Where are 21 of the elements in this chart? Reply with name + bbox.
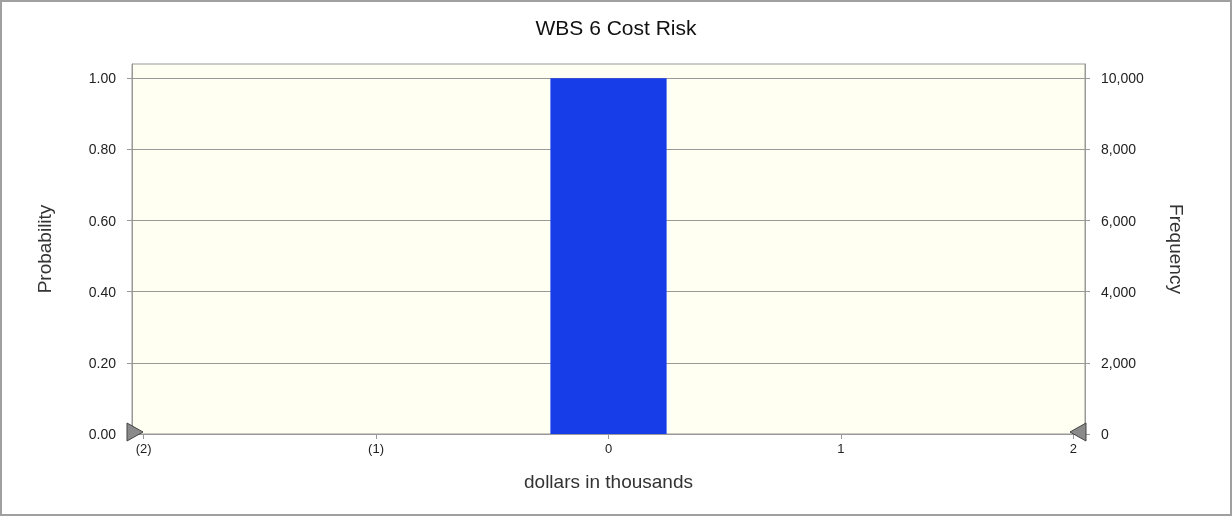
y2-tick-label: 2,000	[1101, 354, 1137, 371]
y-tick-label: 0.80	[88, 141, 117, 158]
y2-tick-label: 8,000	[1101, 141, 1137, 158]
x-tick-label: (1)	[368, 441, 385, 456]
x-tick-label: 1	[837, 441, 845, 456]
y2-axis-title: Frequency	[1166, 204, 1187, 295]
y2-tick-label: 6,000	[1101, 212, 1137, 229]
x-tick-label: 0	[604, 441, 613, 456]
y-tick-label: 0.60	[88, 212, 117, 229]
x-tick-label: 2	[1069, 441, 1077, 456]
y2-tick-label: 4,000	[1101, 283, 1137, 300]
y-axis-title: Probability	[34, 204, 55, 294]
y-tick-label: 0.20	[88, 354, 117, 371]
chart-title: WBS 6 Cost Risk	[535, 16, 698, 39]
x-tick-label: (2)	[135, 441, 152, 456]
x-axis-title: dollars in thousands	[524, 471, 693, 492]
y-tick-label: 0.40	[88, 283, 117, 300]
y-tick-label: 1.00	[88, 70, 117, 87]
y2-tick-label: 0	[1101, 426, 1109, 442]
y-tick-label: 0.00	[88, 426, 117, 442]
y2-tick-label: 10,000	[1101, 70, 1145, 87]
